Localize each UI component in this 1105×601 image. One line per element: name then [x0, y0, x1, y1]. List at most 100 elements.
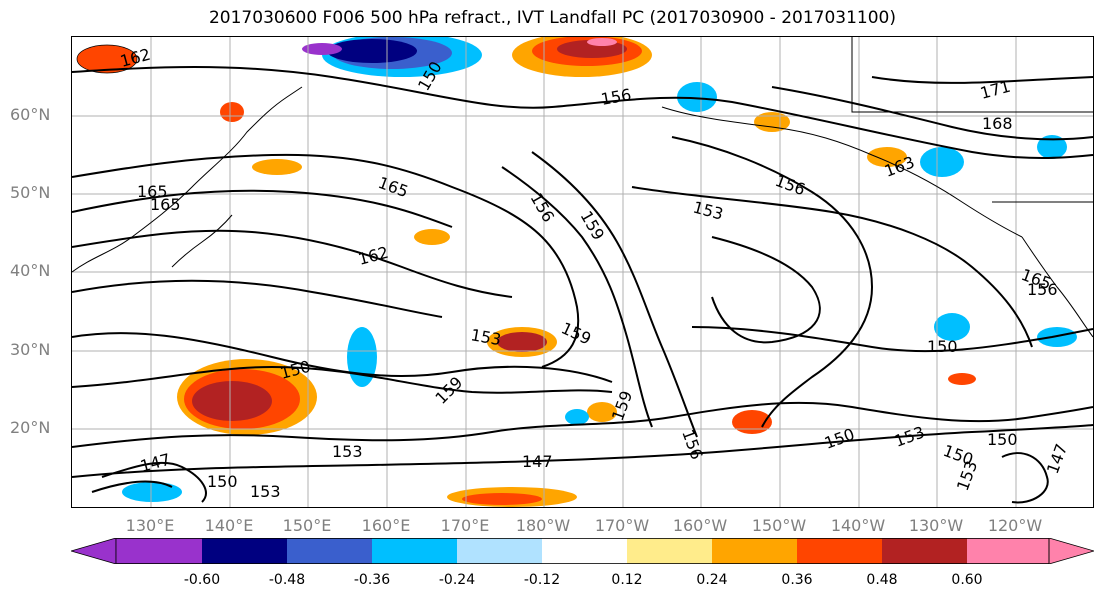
- contour-line: [671, 136, 874, 428]
- lat-label-30n: 30°N: [10, 340, 51, 359]
- contour-line: [771, 86, 1093, 141]
- contour-label: 150: [987, 430, 1018, 449]
- gridlines: [72, 37, 1093, 507]
- coastline-alaska: [661, 106, 1023, 238]
- shading-blob: [677, 82, 717, 112]
- colorbar-tick: -0.24: [438, 572, 476, 588]
- contour-line: [501, 166, 653, 428]
- contour-line: [72, 424, 1093, 478]
- shading-blob: [414, 229, 450, 245]
- contour-label: 150: [207, 472, 238, 491]
- coastline-canada-border: [851, 37, 1093, 113]
- lon-label-160w: 160°W: [672, 516, 728, 535]
- contour-label: 171: [978, 77, 1012, 103]
- contour-label: 162: [356, 243, 390, 269]
- lon-label-130w: 130°W: [908, 516, 964, 535]
- lat-label-20n: 20°N: [10, 418, 51, 437]
- coastline-asia: [72, 86, 303, 273]
- contour-label: 159: [431, 373, 466, 408]
- lat-label-60n: 60°N: [10, 105, 51, 124]
- contour-label: 159: [577, 208, 609, 244]
- contour-line: [691, 326, 1093, 353]
- lon-label-170w: 170°W: [594, 516, 650, 535]
- lon-label-150w: 150°W: [751, 516, 807, 535]
- shading-blob: [122, 482, 182, 502]
- colorbar-frame: [115, 538, 1050, 564]
- shading-blob: [302, 43, 342, 55]
- contour-label: 165: [376, 173, 411, 201]
- contour-line: [531, 151, 698, 438]
- contour-line: [72, 279, 443, 318]
- contour-label: 168: [982, 114, 1013, 133]
- contour-label: 147: [1043, 441, 1071, 476]
- contour-line: [1001, 452, 1049, 504]
- contour-line: [72, 66, 1093, 159]
- lon-label-180w: 180°W: [515, 516, 571, 535]
- lon-label-140w: 140°W: [830, 516, 886, 535]
- contour-label: 153: [332, 442, 363, 461]
- map-canvas: 162 150 156 165 165 165 156 159 153 162 …: [72, 37, 1093, 507]
- colorbar-segment: [287, 538, 372, 564]
- shading-blob: [1037, 135, 1067, 159]
- contour-label: 159: [558, 318, 594, 348]
- map-title: 2017030600 F006 500 hPa refract., IVT La…: [208, 8, 896, 28]
- lon-label-140e: 140°E: [204, 516, 254, 535]
- colorbar-tick: -0.36: [353, 572, 391, 588]
- colorbar-extend-high: [1048, 538, 1094, 564]
- colorbar-segment: [712, 538, 797, 564]
- colorbar-segment: [627, 538, 712, 564]
- lon-label-160e: 160°E: [361, 516, 411, 535]
- lon-label-150e: 150°E: [282, 516, 332, 535]
- contour-line: [871, 76, 1093, 84]
- contour-label: 153: [469, 325, 502, 349]
- contour-line: [101, 461, 207, 503]
- contour-label: 147: [138, 450, 172, 476]
- contour-line: [91, 480, 173, 493]
- contour-label: 150: [927, 337, 958, 356]
- contour-label: 159: [608, 388, 636, 423]
- contour-label: 156: [773, 171, 808, 199]
- lon-label-130e: 130°E: [125, 516, 175, 535]
- contour-line: [711, 236, 821, 344]
- colorbar-tick: 0.24: [696, 572, 728, 588]
- colorbar-extend-low: [71, 538, 117, 564]
- colorbar-segment: [457, 538, 542, 564]
- shading-blob: [587, 402, 617, 422]
- lon-label-120w: 120°W: [987, 516, 1043, 535]
- shading-blob: [327, 39, 417, 63]
- contour-line: [72, 401, 1093, 448]
- lat-label-50n: 50°N: [10, 183, 51, 202]
- colorbar-tick: 0.60: [951, 572, 983, 588]
- colorbar-segment: [116, 538, 202, 564]
- colorbar-segment: [372, 538, 457, 564]
- colorbar-segment: [202, 538, 287, 564]
- shading-blob: [867, 147, 907, 167]
- contour-label: 153: [250, 482, 281, 501]
- colorbar-segment: [797, 538, 882, 564]
- shading-blob: [934, 313, 970, 341]
- shading-blob: [565, 409, 589, 425]
- shading-blob: [948, 373, 976, 385]
- colorbar-tick: -0.12: [523, 572, 561, 588]
- contour-line: [72, 189, 453, 228]
- shading-blob: [252, 159, 302, 175]
- colorbar-segment: [542, 538, 627, 564]
- shading-blob: [587, 38, 617, 46]
- shading-blob: [462, 493, 542, 505]
- shading-layer: [76, 37, 1077, 507]
- contour-line: [631, 186, 1033, 348]
- map-panel[interactable]: 162 150 156 165 165 165 156 159 153 162 …: [71, 36, 1094, 508]
- shading-blob: [920, 147, 964, 177]
- contour-label: 156: [599, 85, 632, 109]
- colorbar-tick: -0.60: [183, 572, 221, 588]
- contour-line: [72, 229, 513, 298]
- contour-label: 165: [137, 182, 168, 201]
- contour-label: 156: [1027, 280, 1058, 299]
- shading-blob: [754, 112, 790, 132]
- contour-label: 156: [527, 190, 559, 226]
- contour-label: 165: [150, 195, 181, 214]
- shading-blob: [220, 102, 244, 122]
- shading-blob: [192, 381, 272, 421]
- colorbar-tick: 0.48: [866, 572, 898, 588]
- lon-label-170e: 170°E: [440, 516, 490, 535]
